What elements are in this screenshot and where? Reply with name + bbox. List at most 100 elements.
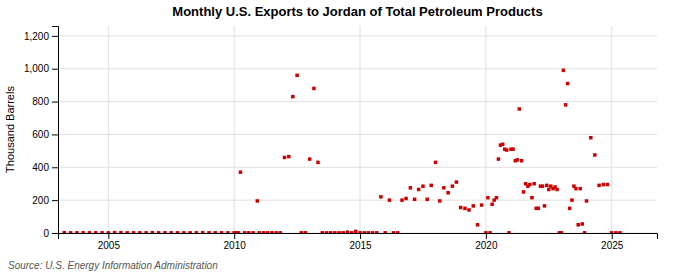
point xyxy=(511,147,515,151)
point xyxy=(459,206,463,210)
point xyxy=(480,203,484,207)
point xyxy=(545,184,549,188)
grid xyxy=(58,26,657,233)
point xyxy=(201,231,205,233)
point xyxy=(536,207,540,211)
point xyxy=(239,170,243,174)
point xyxy=(618,231,622,233)
point xyxy=(266,231,270,233)
x-grid-line xyxy=(234,26,235,233)
point xyxy=(597,184,601,188)
point xyxy=(119,231,123,233)
y-grid-line xyxy=(58,68,657,69)
point xyxy=(413,198,417,202)
point xyxy=(163,231,167,233)
point xyxy=(81,231,85,233)
point xyxy=(486,196,490,200)
x-tick-mark xyxy=(108,233,109,239)
y-tick-mark xyxy=(52,200,58,201)
point xyxy=(388,198,392,202)
point xyxy=(476,223,480,227)
point xyxy=(568,207,572,211)
point xyxy=(375,231,379,233)
x-tick-label: 2025 xyxy=(601,240,624,251)
title: Monthly U.S. Exports to Jordan of Total … xyxy=(172,4,542,19)
y-tick: 0 xyxy=(43,228,58,239)
point xyxy=(207,231,211,233)
x-tick-mark xyxy=(234,233,235,239)
y-grid-line xyxy=(58,101,657,102)
point xyxy=(291,95,295,99)
point xyxy=(497,157,501,161)
point xyxy=(541,184,545,188)
point xyxy=(287,155,291,159)
point xyxy=(308,157,312,161)
point xyxy=(421,184,425,188)
point xyxy=(409,186,413,190)
point xyxy=(518,107,522,111)
point xyxy=(396,231,400,233)
point xyxy=(94,231,98,233)
point xyxy=(278,231,282,233)
point xyxy=(576,223,580,227)
point xyxy=(151,231,155,233)
point xyxy=(404,197,408,201)
point xyxy=(350,231,354,233)
point xyxy=(75,231,79,233)
point xyxy=(69,231,73,233)
point xyxy=(383,231,387,233)
point xyxy=(578,187,582,191)
point xyxy=(337,231,341,233)
points xyxy=(63,69,622,233)
point xyxy=(434,161,438,165)
point xyxy=(530,196,534,200)
point xyxy=(226,231,230,233)
point xyxy=(354,230,358,233)
point xyxy=(63,231,67,233)
y-tick: 400 xyxy=(32,162,58,173)
y-tick: 800 xyxy=(32,96,58,107)
y-tick-mark xyxy=(52,102,58,103)
y-tick-label: 400 xyxy=(32,162,49,173)
point xyxy=(379,195,383,199)
x-tick-label: 2020 xyxy=(475,240,498,251)
x-tick-mark xyxy=(612,233,613,239)
point xyxy=(295,74,299,78)
point xyxy=(451,184,455,188)
point xyxy=(589,136,593,140)
annotation: Source: U.S. Energy Information Administ… xyxy=(8,260,218,271)
point xyxy=(438,199,442,203)
point xyxy=(300,231,304,233)
point xyxy=(488,231,492,233)
point xyxy=(157,231,161,233)
chart: 2005201020152020202502004006008001,0001,… xyxy=(0,0,675,275)
y-tick-label: 1,000 xyxy=(24,63,49,74)
point xyxy=(593,153,597,157)
point xyxy=(247,231,251,233)
point xyxy=(606,183,610,187)
point xyxy=(329,231,333,233)
point xyxy=(501,143,505,147)
point xyxy=(543,204,547,208)
point xyxy=(490,203,494,207)
point xyxy=(564,103,568,107)
point xyxy=(581,222,585,226)
point xyxy=(367,231,371,233)
x-tick: 2020 xyxy=(475,233,498,251)
x-axis-line xyxy=(59,234,658,240)
point xyxy=(392,231,396,233)
point xyxy=(256,199,260,203)
x-grid-line xyxy=(108,26,109,233)
x-grid-line xyxy=(360,26,361,233)
point xyxy=(363,231,367,233)
point xyxy=(520,159,524,163)
point xyxy=(507,231,511,233)
x-tick-label: 2010 xyxy=(224,240,247,251)
y-tick-label: 600 xyxy=(32,129,49,140)
y-tick-mark xyxy=(52,36,58,37)
point xyxy=(446,191,450,195)
point xyxy=(472,204,476,208)
point xyxy=(321,231,325,233)
point xyxy=(333,231,337,233)
y-grid-line xyxy=(58,167,657,168)
